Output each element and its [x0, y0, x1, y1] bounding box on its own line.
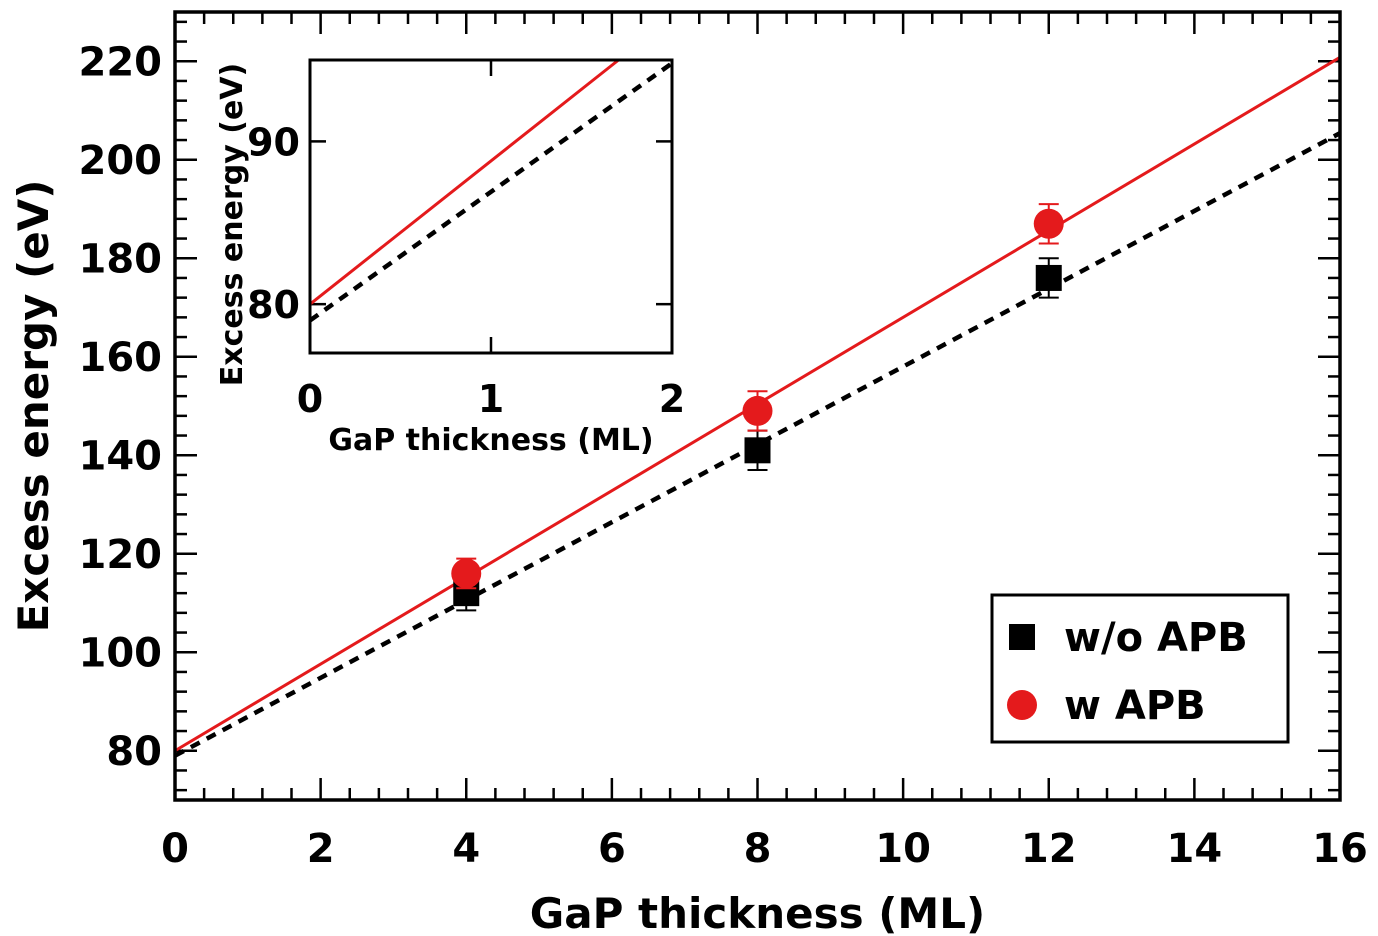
y-tick-label: 140	[79, 433, 163, 479]
data-point-without-apb	[1035, 264, 1062, 291]
y-tick-label: 100	[79, 630, 163, 676]
inset-fit-line-without-apb	[308, 61, 674, 323]
x-tick-label: 2	[307, 826, 335, 872]
y-tick-label: 220	[79, 39, 163, 85]
x-tick-label: 12	[1021, 826, 1077, 872]
main-plot-frame	[173, 10, 1342, 802]
y-tick-label: 120	[79, 532, 163, 578]
y-tick-label: 80	[106, 729, 162, 775]
x-tick-label: 0	[161, 826, 189, 872]
fit-line-without-apb	[173, 131, 1342, 758]
y-axis-title: Excess energy (eV)	[9, 180, 58, 633]
inset-background	[310, 60, 672, 353]
data-point-without-apb	[744, 437, 771, 464]
main-axis-ticks	[173, 12, 1342, 800]
inset-x-axis-title: GaP thickness (ML)	[328, 423, 653, 458]
y-tick-label: 200	[79, 138, 163, 184]
inset-plot-frame	[308, 58, 674, 355]
data-point-with-apb	[1033, 208, 1064, 239]
inset-chart: 0 1 2 80 90 GaP thickness (ML) Excess energy…	[215, 58, 685, 458]
x-tick-label: 6	[598, 826, 626, 872]
inset-x-tick-label: 2	[659, 377, 685, 421]
y-tick-label: 180	[79, 236, 163, 282]
inset-x-tick-label: 1	[478, 377, 504, 421]
inset-fit-lines	[308, 58, 674, 323]
legend: w/o APB w APB	[990, 593, 1290, 744]
x-axis-title: GaP thickness (ML)	[530, 889, 985, 936]
x-tick-label: 14	[1167, 826, 1223, 872]
main-data-points	[451, 203, 1064, 612]
legend-label: w/o APB	[1064, 615, 1248, 661]
legend-marker-circle	[1007, 690, 1037, 720]
legend-label: w APB	[1064, 683, 1206, 729]
inset-x-tick-label: 0	[297, 377, 323, 421]
legend-marker-square	[1009, 624, 1035, 650]
inset-fit-line-with-apb	[309, 58, 620, 306]
data-point-with-apb	[742, 395, 773, 426]
inset-y-tick-label: 90	[247, 120, 300, 164]
x-tick-label: 8	[744, 826, 772, 872]
legend-box	[990, 593, 1290, 744]
inset-y-axis-title: Excess energy (eV)	[215, 63, 250, 386]
inset-y-tick-label: 80	[247, 283, 300, 327]
y-tick-label: 160	[79, 335, 163, 381]
x-tick-label: 16	[1312, 826, 1368, 872]
x-tick-label: 4	[452, 826, 480, 872]
data-point-with-apb	[451, 558, 482, 589]
x-tick-label: 10	[875, 826, 931, 872]
inset-tick-labels: 0 1 2 80 90	[247, 120, 685, 421]
